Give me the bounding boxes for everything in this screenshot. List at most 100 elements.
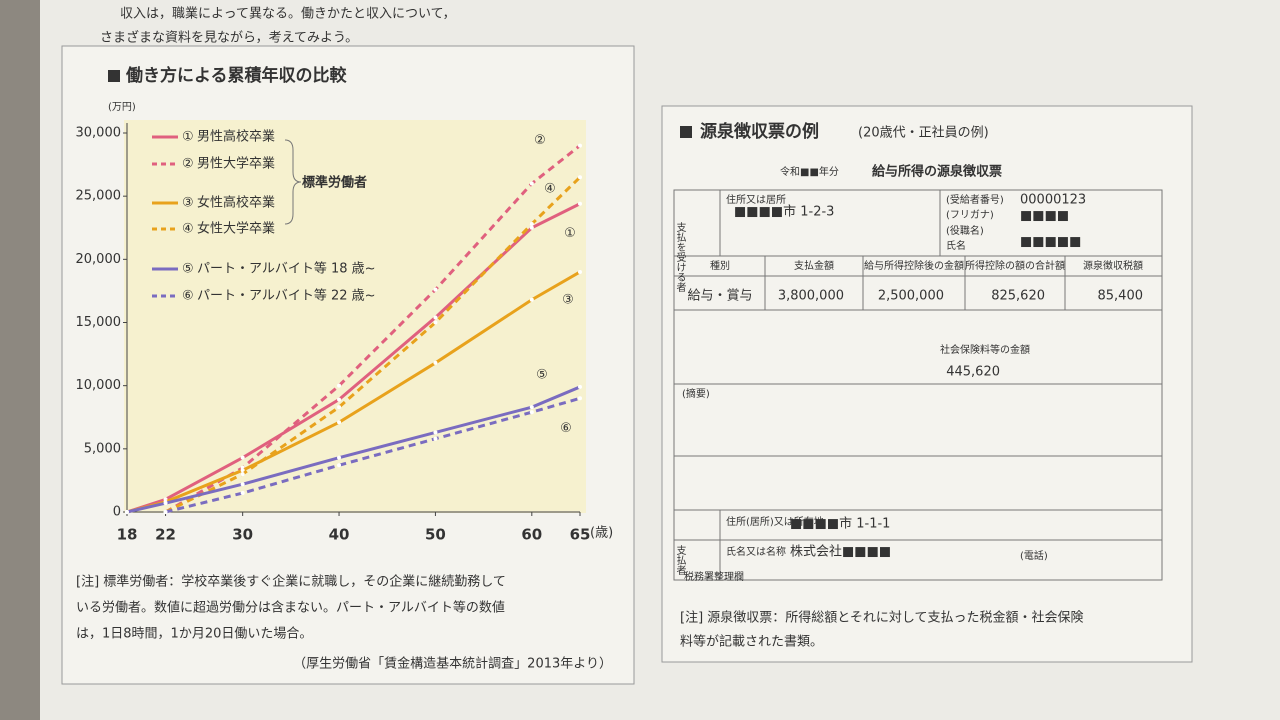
data-point	[529, 181, 534, 186]
data-point	[433, 315, 438, 320]
x-tick-label: 60	[521, 526, 542, 544]
form-label: (電話)	[1020, 549, 1048, 562]
data-point	[125, 510, 129, 514]
x-tick-label: 18	[117, 526, 138, 544]
legend-number: ④	[182, 222, 194, 237]
form-label: 氏名又は名称	[726, 545, 786, 558]
data-point	[240, 468, 245, 473]
data-point	[337, 397, 342, 402]
end-label: ②	[534, 133, 546, 148]
data-point	[529, 405, 534, 410]
y-tick-label: 25,000	[76, 189, 122, 204]
data-point	[578, 175, 582, 180]
x-tick-label: 65	[570, 526, 591, 544]
form-label: 税務署整理欄	[684, 570, 744, 583]
data-point	[337, 455, 342, 460]
legend-label: 女性高校卒業	[197, 195, 275, 211]
form-value: ■■■■市 1-2-3	[734, 204, 834, 220]
intro-text: 収入は，職業によって異なる。働きかたと収入について，	[120, 6, 456, 22]
form-value: 85,400	[1098, 289, 1144, 304]
data-point	[240, 455, 245, 460]
x-tick-label: 22	[155, 526, 176, 544]
form-column: 所得控除の額の合計額	[965, 259, 1065, 272]
form-value: 825,620	[991, 289, 1045, 304]
legend-label: 男性大学卒業	[197, 156, 275, 172]
brace	[284, 139, 302, 225]
form-value: ■■■■	[1020, 209, 1069, 224]
x-tick-label: 40	[329, 526, 350, 544]
form-label: 社会保険料等の金額	[940, 343, 1030, 356]
end-label: ①	[564, 226, 576, 241]
series-line	[165, 396, 581, 514]
data-point	[578, 201, 582, 206]
legend-label: パート・アルバイト等 18 歳~	[197, 261, 376, 277]
form-label: (摘要)	[682, 387, 710, 400]
data-point	[578, 384, 582, 389]
data-point	[163, 510, 168, 514]
legend-label: 男性高校卒業	[197, 129, 275, 145]
chart-note: は，1日8時間，1か月20日働いた場合。	[76, 627, 312, 642]
title-marker	[680, 126, 692, 138]
x-unit: (歳)	[590, 526, 613, 541]
form-label: 支払者	[674, 545, 686, 576]
form-column: 源泉徴収税額	[1083, 259, 1143, 272]
end-label: ④	[544, 182, 556, 197]
y-tick-label: 0	[113, 505, 121, 520]
data-point	[529, 297, 534, 302]
y-tick-label: 10,000	[76, 378, 122, 393]
chart-note: [注] 標準労働者：学校卒業後すぐ企業に就職し，その企業に継続勤務して	[76, 574, 506, 590]
data-point	[240, 482, 245, 487]
y-tick-label: 30,000	[76, 126, 122, 141]
form-label: (役職名)	[946, 224, 984, 237]
x-tick-label: 50	[425, 526, 446, 544]
form-value: ■■■■市 1-1-1	[790, 516, 890, 532]
form-label: 支払を受ける者	[674, 222, 686, 293]
data-point	[337, 463, 342, 468]
end-label: ⑥	[560, 421, 572, 436]
data-point	[337, 405, 342, 410]
x-tick-label: 30	[232, 526, 253, 544]
end-label: ③	[562, 292, 574, 307]
form-column: 給与所得控除後の金額	[864, 259, 964, 272]
data-point	[529, 221, 534, 226]
legend-label: パート・アルバイト等 22 歳~	[197, 288, 376, 304]
data-point	[529, 225, 534, 230]
legend-number: ⑤	[182, 262, 194, 277]
form-label: 氏名	[946, 239, 966, 252]
y-tick-label: 15,000	[76, 315, 122, 330]
data-point	[240, 472, 245, 477]
form-label: (フリガナ)	[946, 209, 994, 221]
form-value: 00000123	[1020, 193, 1086, 208]
y-unit: (万円)	[108, 102, 136, 113]
form-label: 住所(居所)又は所在地	[726, 515, 824, 528]
form-value: 株式会社■■■■	[790, 544, 891, 560]
form-note: [注] 源泉徴収票：所得総額とそれに対して支払った税金額・社会保険	[680, 610, 1084, 626]
data-point	[337, 420, 342, 425]
form-value: 445,620	[946, 365, 1000, 380]
legend-label: 女性大学卒業	[197, 221, 275, 237]
chart-source: （厚生労働省「賃金構造基本統計調査」2013年より）	[293, 656, 612, 672]
form-year: 令和■■年分	[780, 165, 839, 178]
data-point	[529, 410, 534, 415]
form-label: 住所又は居所	[726, 193, 786, 206]
form-title: 源泉徴収票の例	[700, 121, 819, 142]
end-label: ⑤	[536, 367, 548, 382]
data-point	[433, 430, 438, 435]
data-point	[433, 360, 438, 365]
y-tick-label: 5,000	[84, 441, 121, 456]
group-label: 標準労働者	[302, 175, 367, 191]
data-point	[578, 396, 582, 401]
form-column: 支払金額	[794, 259, 834, 272]
data-point	[433, 436, 438, 441]
form-label: (受給者番号)	[946, 193, 1004, 206]
legend-number: ⑥	[182, 289, 194, 304]
legend-number: ②	[182, 157, 194, 172]
chart-note: いる労働者。数値に超過労働分は含まない。パート・アルバイト等の数値	[76, 600, 505, 616]
form-value: 3,800,000	[778, 289, 844, 304]
form-grid	[673, 189, 1163, 581]
form-note: 料等が記載された書類。	[680, 634, 823, 650]
legend-number: ③	[182, 196, 194, 211]
chart-title: 働き方による累積年収の比較	[125, 65, 347, 86]
